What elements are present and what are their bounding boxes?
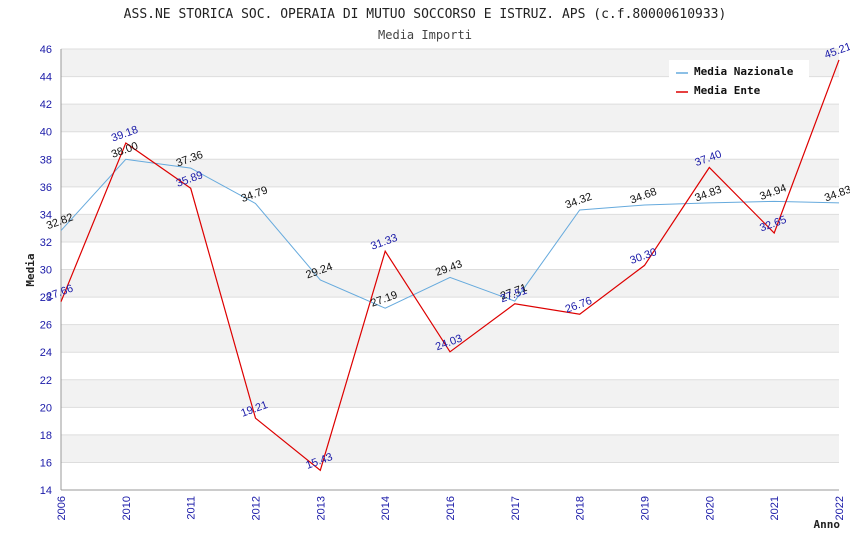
x-tick-label: 2014 xyxy=(380,496,392,520)
x-tick-label: 2020 xyxy=(704,496,716,520)
legend-box xyxy=(669,60,809,102)
x-tick-label: 2013 xyxy=(315,496,327,520)
x-tick-label: 2021 xyxy=(769,496,781,520)
y-tick-label: 38 xyxy=(40,154,52,166)
grid-band xyxy=(61,214,839,242)
series-line-media-ente xyxy=(60,59,840,472)
y-tick-label: 28 xyxy=(40,292,52,304)
plot-background xyxy=(61,49,839,490)
grid-band xyxy=(61,407,839,435)
grid-lines xyxy=(61,48,839,491)
grid-band xyxy=(61,186,839,215)
y-tick-label: 40 xyxy=(40,127,52,139)
grid-band xyxy=(61,104,839,132)
grid-band xyxy=(61,297,839,325)
y-axis-label: Media xyxy=(24,253,37,286)
y-tick-label: 46 xyxy=(40,44,52,56)
grid-band xyxy=(61,462,839,490)
legend: Media Nazionale Media Ente xyxy=(669,60,809,102)
grid-band xyxy=(61,241,839,270)
chart-title: ASS.NE STORICA SOC. OPERAIA DI MUTUO SOC… xyxy=(124,7,727,22)
y-tick-label: 34 xyxy=(40,209,52,221)
y-tick-label: 24 xyxy=(40,347,52,359)
y-tick-label: 22 xyxy=(40,375,52,387)
grid-band xyxy=(61,324,839,353)
y-tick-label: 36 xyxy=(40,182,52,194)
x-tick-label: 2022 xyxy=(834,496,846,520)
y-tick-label: 42 xyxy=(40,99,52,111)
y-tick-label: 20 xyxy=(40,402,52,414)
series-lines xyxy=(60,59,840,472)
grid-band xyxy=(61,131,839,160)
x-axis-ticks: 2006 2010 2011 2012 2013 2014 2016 2017 2018 2019… xyxy=(56,496,846,520)
x-axis-label: Anno xyxy=(814,518,841,531)
y-tick-label: 44 xyxy=(40,72,52,84)
x-tick-label: 2010 xyxy=(121,496,133,520)
y-tick-label: 26 xyxy=(40,320,52,332)
x-tick-label: 2012 xyxy=(251,496,263,520)
x-tick-label: 2016 xyxy=(445,496,457,520)
legend-label-media-nazionale: Media Nazionale xyxy=(694,65,794,78)
grid-band xyxy=(61,379,839,408)
x-tick-label: 2019 xyxy=(640,496,652,520)
series-line-media-nazionale xyxy=(60,158,840,309)
grid-band xyxy=(61,434,839,463)
y-axis-ticks: 14 16 18 20 22 24 26 28 30 32 34 36 38 40 42 44 46 xyxy=(40,44,52,497)
axes xyxy=(60,49,839,491)
y-tick-label: 30 xyxy=(40,265,52,277)
y-tick-label: 16 xyxy=(40,457,52,469)
grid-band xyxy=(61,269,839,298)
legend-label-media-ente: Media Ente xyxy=(694,84,761,97)
chart-subtitle: Media Importi xyxy=(378,28,472,42)
x-tick-label: 2011 xyxy=(186,496,198,520)
x-tick-label: 2006 xyxy=(56,496,68,520)
x-tick-label: 2017 xyxy=(510,496,522,520)
y-tick-label: 14 xyxy=(40,485,52,497)
grid-band xyxy=(61,159,839,187)
x-tick-label: 2018 xyxy=(575,496,587,520)
y-tick-label: 32 xyxy=(40,237,52,249)
grid-band xyxy=(61,352,839,380)
y-tick-label: 18 xyxy=(40,430,52,442)
